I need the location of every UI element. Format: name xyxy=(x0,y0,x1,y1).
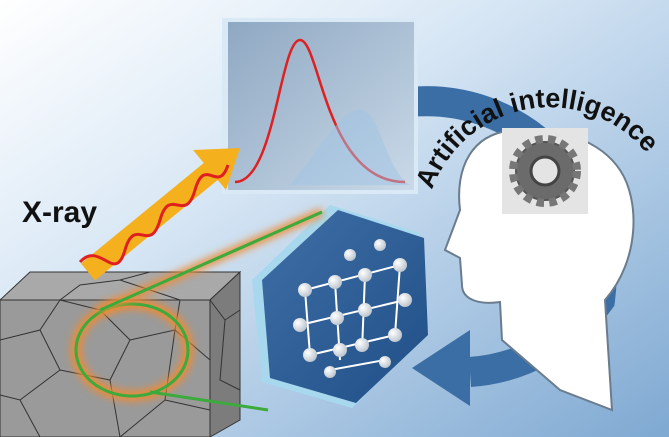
beam-line xyxy=(149,390,269,412)
spectrum-panel xyxy=(222,18,418,194)
grain-block xyxy=(0,270,242,437)
focus-ring xyxy=(74,302,190,398)
lattice-hexagon xyxy=(252,205,428,408)
arrow-head xyxy=(412,330,470,406)
xray-arrow xyxy=(78,148,240,281)
beam-line xyxy=(99,210,323,312)
xray-label: X-ray xyxy=(22,196,97,229)
head xyxy=(443,128,635,412)
